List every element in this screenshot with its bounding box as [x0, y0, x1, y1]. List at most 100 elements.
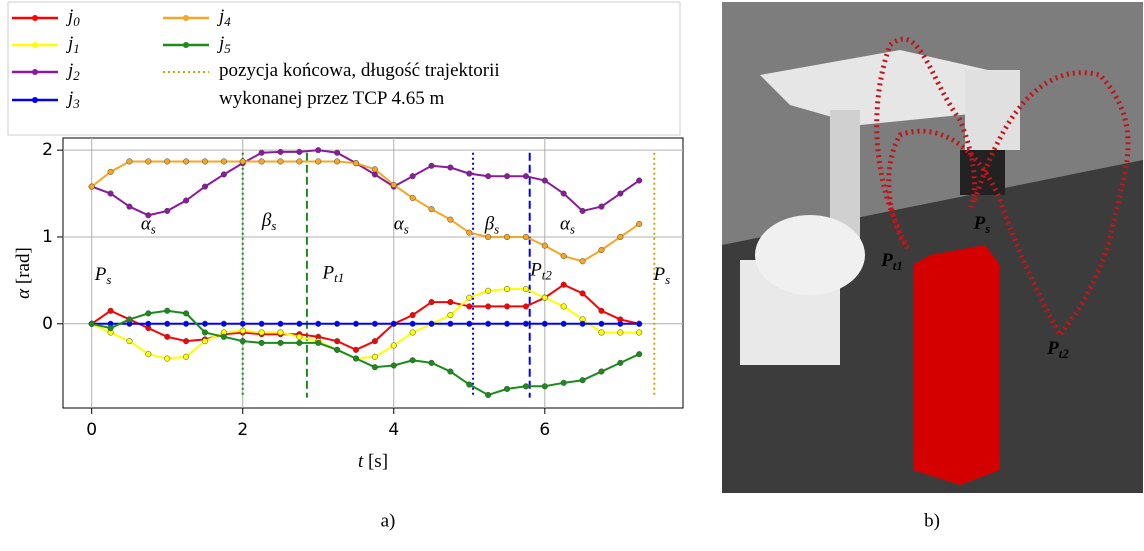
point [108, 325, 114, 331]
point [429, 206, 435, 212]
point [485, 392, 491, 398]
point [183, 338, 189, 344]
panel-label: b) [924, 510, 940, 531]
point [618, 321, 624, 327]
gripper [960, 150, 1005, 195]
point [240, 321, 246, 327]
point [504, 386, 510, 392]
series-line [92, 285, 640, 350]
point [580, 291, 586, 297]
point [410, 312, 416, 318]
point [334, 347, 340, 353]
point [315, 147, 321, 153]
point [523, 383, 529, 389]
pillar [913, 245, 1000, 485]
point [259, 159, 265, 165]
point [599, 369, 605, 375]
annotation: Pt2 [529, 260, 552, 282]
robot-wrist [965, 70, 1020, 150]
point [410, 330, 416, 336]
point [183, 159, 189, 165]
point [127, 159, 133, 165]
point [599, 321, 605, 327]
point [240, 338, 246, 344]
point [636, 351, 642, 357]
point [561, 282, 567, 288]
x-tick-label: 6 [539, 420, 550, 440]
point [466, 171, 472, 177]
y-tick-label: 2 [42, 140, 53, 160]
point [542, 178, 548, 184]
point [164, 208, 170, 214]
point [278, 159, 284, 165]
point [580, 321, 586, 327]
point [164, 334, 170, 340]
point [410, 357, 416, 363]
point [372, 354, 378, 360]
point [221, 159, 227, 165]
point [561, 304, 567, 310]
point [164, 356, 170, 362]
point [485, 173, 491, 179]
legend-swatch [183, 42, 189, 48]
x-tick-label: 4 [388, 420, 399, 440]
point [183, 311, 189, 317]
legend-swatch [183, 15, 189, 21]
point [297, 321, 303, 327]
point [146, 321, 152, 327]
point [353, 321, 359, 327]
point [315, 159, 321, 165]
point [259, 321, 265, 327]
annotation: αs [394, 214, 409, 236]
point [372, 364, 378, 370]
x-tick-label: 0 [86, 420, 97, 440]
point [278, 340, 284, 346]
point [448, 321, 454, 327]
annotation: βs [261, 211, 277, 233]
point [599, 308, 605, 314]
point [334, 159, 340, 165]
point [183, 198, 189, 204]
point [202, 321, 208, 327]
point [410, 173, 416, 179]
annotation: Pt1 [322, 263, 345, 285]
point [334, 338, 340, 344]
point [429, 321, 435, 327]
point [448, 299, 454, 305]
annotation: αs [141, 214, 156, 236]
point [448, 312, 454, 318]
point [146, 159, 152, 165]
point [202, 330, 208, 336]
point [410, 195, 416, 201]
point [372, 321, 378, 327]
point [240, 159, 246, 165]
point [259, 340, 265, 346]
point [127, 338, 133, 344]
point [599, 330, 605, 336]
point [108, 169, 114, 175]
point [297, 340, 303, 346]
point [599, 247, 605, 253]
page: {"chart_data":{"type":"line","xlabel":"t… [0, 0, 1144, 551]
point [523, 173, 529, 179]
robot-motor [755, 215, 865, 295]
legend-swatch [32, 42, 38, 48]
point [391, 343, 397, 349]
point [127, 317, 133, 323]
point [297, 159, 303, 165]
legend-swatch [32, 97, 38, 103]
point [523, 234, 529, 240]
point [504, 304, 510, 310]
point [466, 321, 472, 327]
point [372, 172, 378, 178]
point [636, 178, 642, 184]
point [542, 243, 548, 249]
point [561, 191, 567, 197]
point [391, 321, 397, 327]
series-line [92, 150, 640, 215]
point [580, 208, 586, 214]
point [89, 184, 95, 190]
point [448, 369, 454, 375]
legend-swatch [32, 69, 38, 75]
point [599, 204, 605, 210]
